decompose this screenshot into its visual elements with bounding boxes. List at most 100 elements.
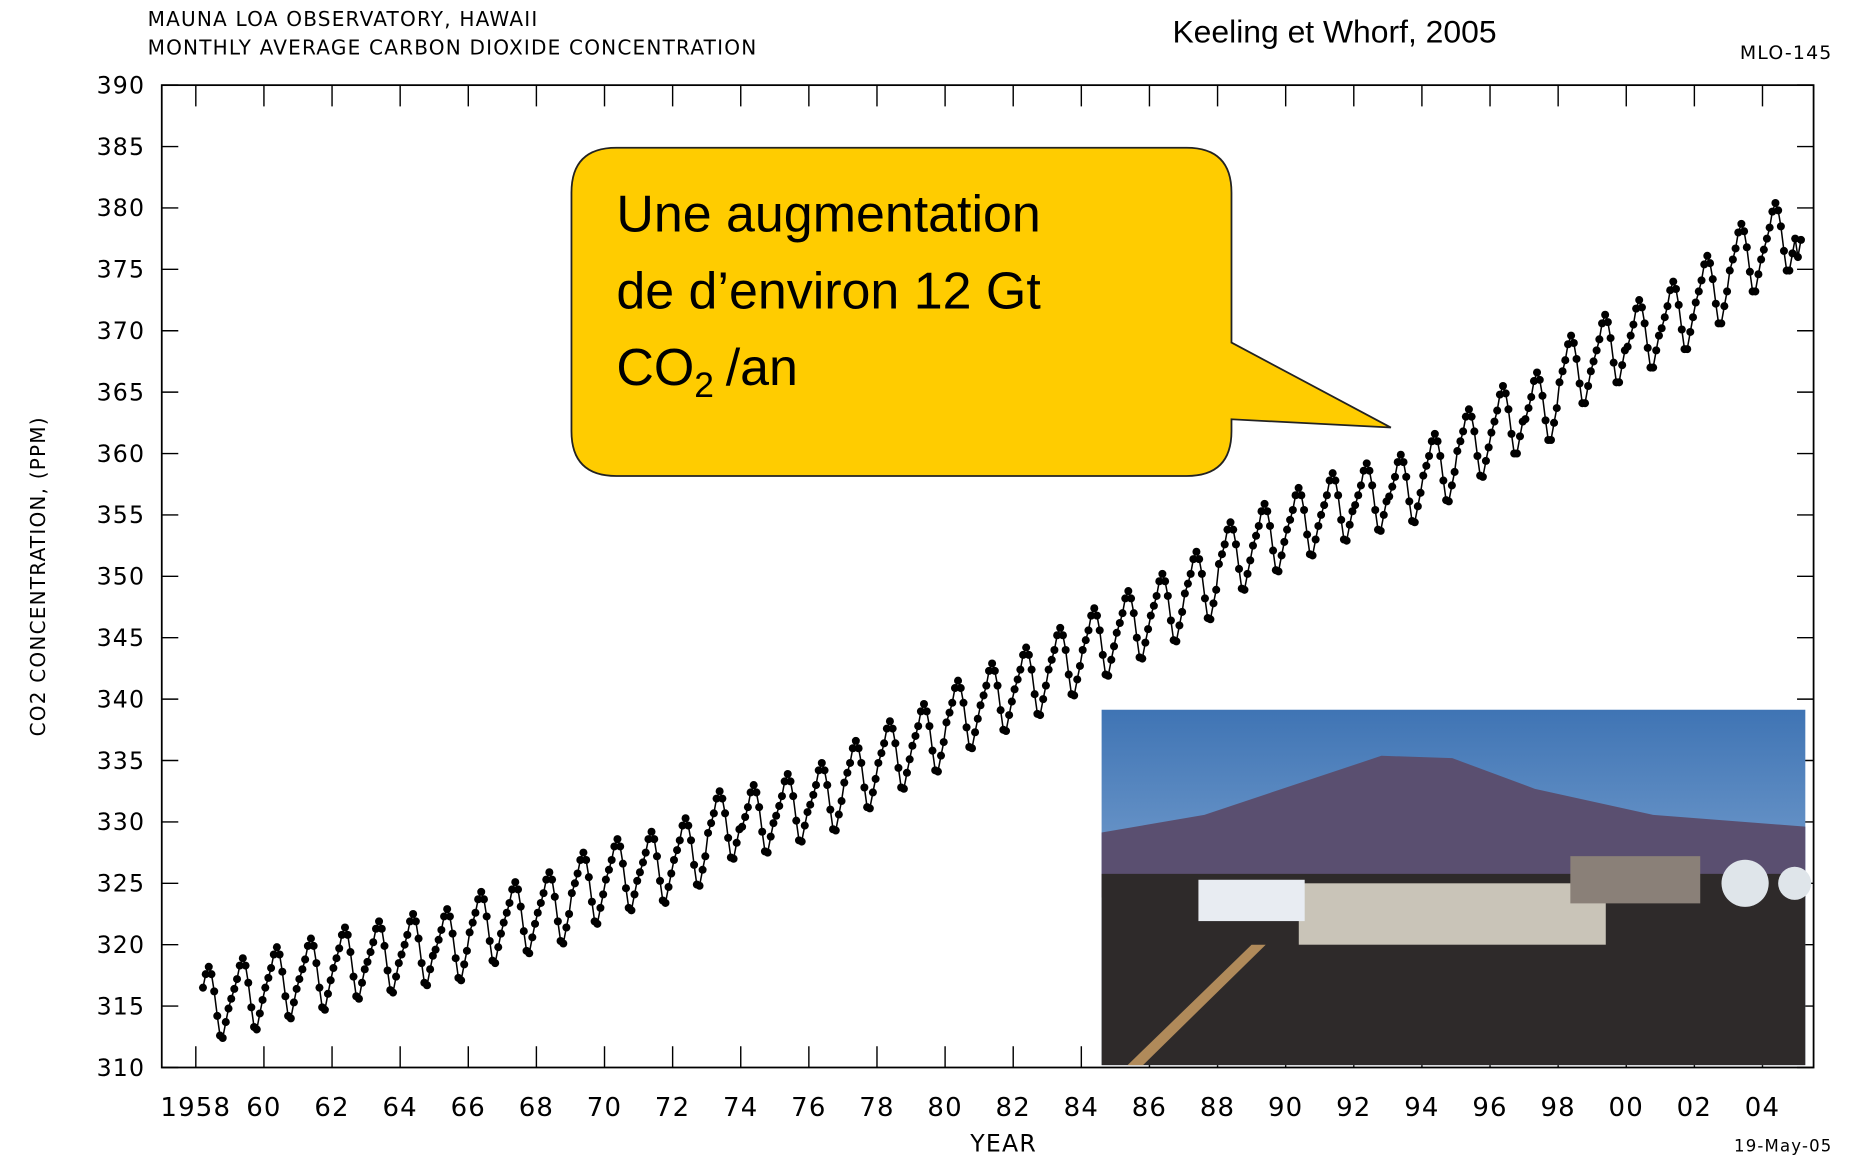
data-point [272, 943, 281, 952]
data-point [1774, 206, 1783, 215]
x-tick-label: 60 [246, 1093, 281, 1123]
data-point [1214, 560, 1223, 569]
data-point [363, 957, 372, 966]
data-point [1189, 555, 1198, 564]
data-point [502, 908, 511, 917]
callout-text: Une augmentation [616, 186, 1040, 244]
x-tick-label: 90 [1268, 1093, 1303, 1123]
data-point [1368, 481, 1377, 490]
data-point [942, 718, 951, 727]
data-point [1759, 245, 1768, 254]
data-point [834, 810, 843, 819]
data-point [1084, 626, 1093, 635]
data-point [1754, 270, 1763, 279]
data-point [630, 890, 639, 899]
data-point [440, 912, 449, 921]
data-point [1280, 537, 1289, 546]
data-point [349, 972, 358, 981]
data-point [1771, 199, 1780, 208]
data-point [1524, 404, 1533, 413]
data-point [1779, 246, 1788, 255]
x-axis-label: YEAR [969, 1129, 1037, 1155]
data-point [1288, 505, 1297, 515]
data-point [698, 865, 707, 874]
data-point [1144, 625, 1153, 634]
data-point [1447, 481, 1456, 490]
data-point [244, 978, 253, 987]
data-point [201, 970, 210, 979]
data-point [1013, 675, 1022, 684]
data-point [1132, 633, 1141, 642]
data-point [1092, 611, 1102, 620]
data-point [721, 809, 730, 818]
data-point [633, 876, 642, 885]
data-point [908, 741, 917, 750]
x-tick-label: 04 [1745, 1093, 1780, 1123]
data-point [1433, 437, 1442, 446]
data-point [1172, 637, 1181, 646]
data-point [945, 708, 954, 717]
data-point [1501, 389, 1510, 398]
data-point [1552, 404, 1561, 413]
data-point [289, 998, 298, 1007]
data-point [709, 809, 718, 818]
data-point [1186, 569, 1195, 578]
data-point [1036, 711, 1045, 720]
data-point [1041, 681, 1050, 690]
data-point [599, 890, 608, 899]
data-point [1325, 476, 1334, 485]
data-point [621, 884, 630, 893]
data-point [1618, 361, 1627, 370]
data-point [1291, 491, 1300, 500]
y-tick-label: 335 [97, 747, 146, 775]
x-tick-label: 84 [1064, 1093, 1099, 1123]
data-point [1450, 467, 1459, 476]
data-point [1601, 310, 1610, 319]
data-point [1294, 483, 1303, 492]
data-point [1070, 691, 1079, 700]
data-point [1047, 655, 1056, 664]
data-point [1095, 626, 1104, 635]
data-point [312, 959, 321, 968]
data-point [851, 736, 860, 745]
data-point [888, 724, 897, 733]
callout-formula: CO [616, 339, 694, 397]
data-point [1265, 521, 1275, 530]
photo-dome [1778, 866, 1812, 900]
y-tick-label: 385 [97, 133, 146, 161]
data-point [1615, 378, 1624, 387]
data-point [437, 925, 446, 934]
data-point [954, 676, 963, 685]
data-point [976, 701, 985, 710]
data-point [1118, 609, 1127, 618]
data-point [1231, 540, 1240, 549]
data-point [1081, 636, 1090, 645]
data-point [644, 835, 653, 844]
data-point [868, 788, 877, 797]
data-point [1581, 399, 1590, 408]
data-point [837, 797, 846, 806]
data-point [1090, 604, 1099, 613]
data-point [956, 684, 965, 693]
data-point [553, 917, 562, 926]
data-point [1691, 298, 1700, 307]
data-point [865, 804, 874, 813]
x-tick-label: 00 [1609, 1093, 1644, 1123]
data-point [1044, 665, 1053, 674]
data-point [1558, 367, 1567, 376]
data-point [1263, 507, 1272, 516]
data-point [1243, 569, 1252, 578]
data-point [1322, 491, 1331, 500]
chart-date: 19-May-05 [1734, 1136, 1832, 1155]
data-point [1640, 319, 1649, 328]
data-point [985, 666, 994, 675]
chart-subtitle: MONTHLY AVERAGE CARBON DIOXIDE CONCENTRA… [148, 35, 758, 59]
data-point [922, 707, 931, 716]
data-point [1776, 222, 1785, 231]
y-tick-label: 325 [97, 870, 146, 898]
data-point [1328, 469, 1337, 478]
data-point [959, 698, 968, 707]
data-point [996, 706, 1005, 715]
data-point [1663, 302, 1672, 311]
data-point [786, 777, 795, 786]
